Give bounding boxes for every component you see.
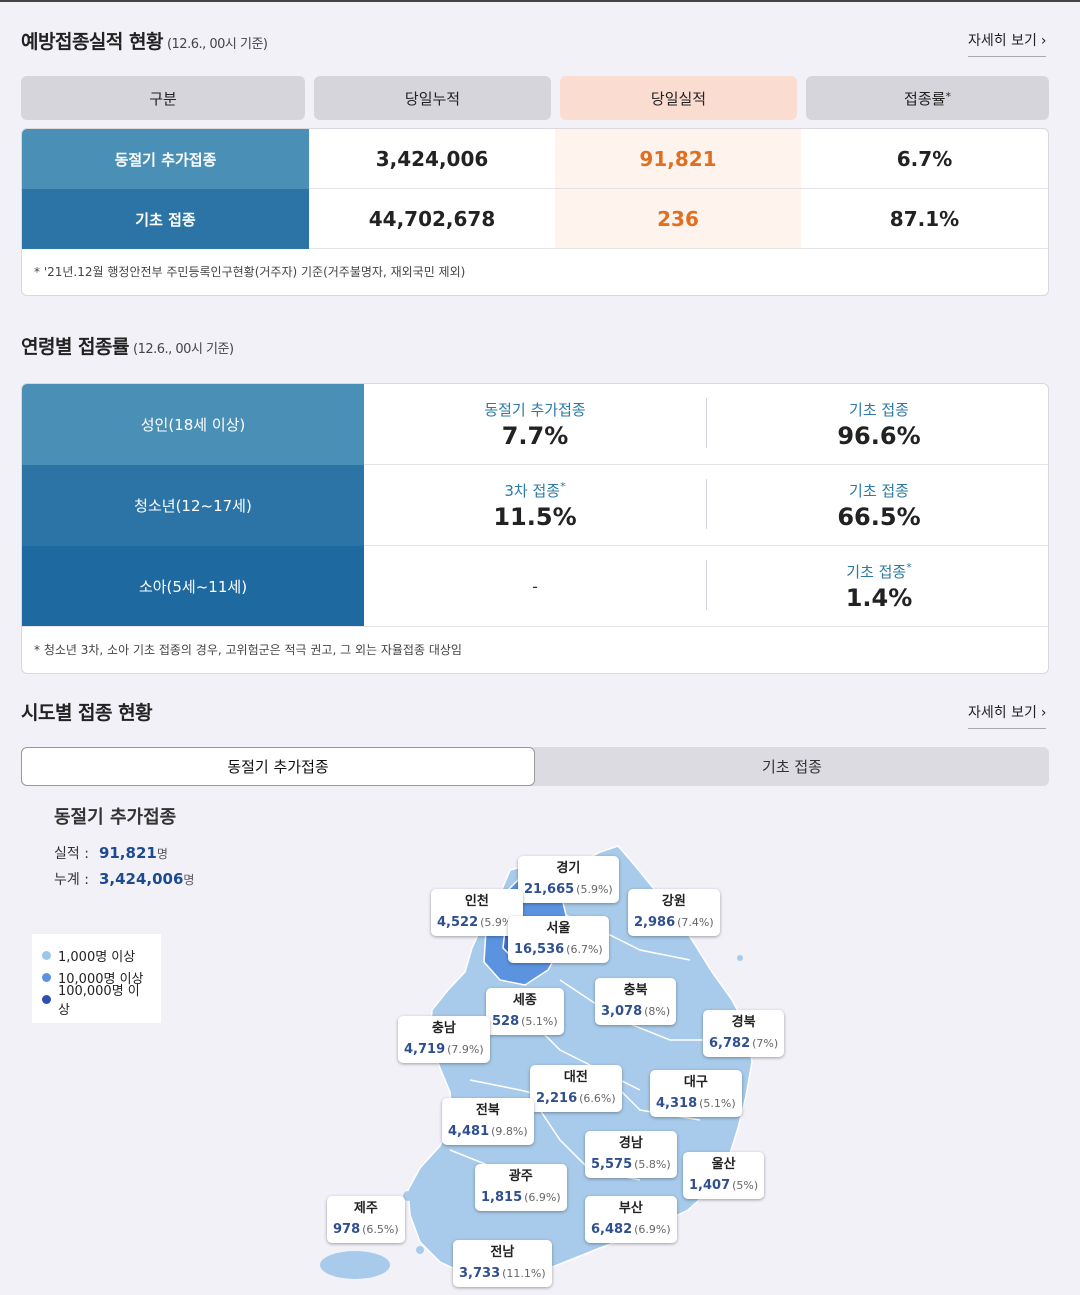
today-value: 91,821 — [555, 129, 801, 189]
adult-primary-rate: 기초 접종 96.6% — [837, 401, 921, 450]
age-footnote: * 청소년 3차, 소아 기초 접종의 경우, 고위험군은 적극 권고, 그 외… — [34, 643, 462, 657]
status-footnote: * '21년.12월 행정안전부 주민등록인구현황(거주자) 기준(거주불명자,… — [34, 265, 466, 279]
region-label-daegu[interactable]: 대구 4,318 (5.1%) — [650, 1070, 742, 1117]
age-rates-title: 연령별 접종률 (12.6., 00시 기준) — [21, 332, 234, 359]
age-label-adult: 성인(18세 이상) — [22, 384, 364, 465]
row-label: 동절기 추가접종 — [22, 129, 309, 189]
region-label-gyeongbuk[interactable]: 경북 6,782 (7%) — [703, 1010, 785, 1057]
age-table: 성인(18세 이상) 청소년(12~17세) 소아(5세~11세) 동절기 추가… — [21, 383, 1049, 674]
region-label-chungnam[interactable]: 충남 4,719 (7.9%) — [398, 1016, 490, 1063]
more-link-label: 자세히 보기 — [968, 705, 1037, 721]
tab-primary[interactable]: 기초 접종 — [762, 758, 822, 776]
region-label-jeju[interactable]: 제주 978 (6.5%) — [327, 1196, 405, 1243]
row-divider — [22, 626, 1048, 627]
regional-title: 시도별 접종 현황 — [21, 702, 153, 724]
more-link-regional[interactable]: 자세히 보기 › — [968, 702, 1047, 729]
legend-item: 100,000명 이상 — [42, 984, 151, 1018]
top-divider — [0, 0, 1080, 2]
status-row-primary: 기초 접종 44,702,678 236 87.1% — [22, 189, 1048, 249]
chevron-right-icon: › — [1040, 33, 1047, 49]
more-link-label: 자세히 보기 — [968, 33, 1037, 49]
region-label-sejong[interactable]: 세종 528 (5.1%) — [486, 988, 564, 1035]
section-title-text: 예방접종실적 현황 — [21, 31, 163, 53]
region-label-jeonbuk[interactable]: 전북 4,481 (9.8%) — [442, 1098, 534, 1145]
column-divider — [706, 479, 707, 529]
status-row-booster: 동절기 추가접종 3,424,006 91,821 6.7% — [22, 129, 1048, 189]
age-label-child: 소아(5세~11세) — [22, 546, 364, 627]
row-divider — [364, 545, 1048, 546]
total-stat: 누계 :3,424,006명 — [54, 870, 195, 888]
age-label-teen: 청소년(12~17세) — [22, 465, 364, 546]
legend-dot — [42, 950, 51, 960]
child-empty-rate: - — [532, 577, 538, 596]
chevron-right-icon: › — [1040, 705, 1047, 721]
region-label-daejeon[interactable]: 대전 2,216 (6.6%) — [530, 1065, 622, 1112]
column-divider — [706, 560, 707, 610]
map-title: 동절기 추가접종 — [54, 807, 177, 828]
row-label: 기초 접종 — [22, 189, 309, 249]
footnote-mark: * — [945, 89, 951, 103]
map-legend: 1,000명 이상 10,000명 이상 100,000명 이상 — [32, 934, 161, 1023]
legend-item: 1,000명 이상 — [42, 944, 151, 966]
map-ulleung — [737, 955, 743, 961]
map-island — [403, 1191, 413, 1201]
today-value: 236 — [555, 189, 801, 249]
region-label-chungbuk[interactable]: 충북 3,078 (8%) — [595, 978, 677, 1025]
basis-date: (12.6., 00시 기준) — [166, 37, 268, 52]
legend-dot — [42, 994, 51, 1004]
adult-booster-rate: 동절기 추가접종 7.7% — [484, 401, 586, 450]
more-link-status[interactable]: 자세히 보기 › — [968, 30, 1047, 57]
row-divider — [364, 464, 1048, 465]
legend-dot — [42, 972, 51, 982]
region-label-gyeongnam[interactable]: 경남 5,575 (5.8%) — [585, 1131, 677, 1178]
region-label-gangwon[interactable]: 강원 2,986 (7.4%) — [628, 889, 720, 936]
header-category: 구분 — [21, 76, 305, 120]
regional-tabs: 동절기 추가접종 기초 접종 — [21, 747, 1049, 786]
actual-value: 91,821 — [98, 844, 157, 862]
basis-date: (12.6., 00시 기준) — [133, 342, 234, 357]
legend-item: 10,000명 이상 — [42, 966, 151, 988]
teen-third-dose-rate: 3차 접종* 11.5% — [493, 480, 577, 531]
section-title-text: 연령별 접종률 — [21, 336, 130, 358]
teen-primary-rate: 기초 접종 66.5% — [837, 482, 921, 531]
header-cumulative: 당일누적 — [314, 76, 551, 120]
region-label-gwangju[interactable]: 광주 1,815 (6.9%) — [475, 1164, 567, 1211]
rate-value: 87.1% — [801, 189, 1048, 249]
region-label-ulsan[interactable]: 울산 1,407 (5%) — [683, 1152, 765, 1199]
region-label-gyeonggi[interactable]: 경기 21,665 (5.9%) — [518, 856, 619, 903]
child-primary-rate: 기초 접종* 1.4% — [845, 561, 913, 612]
region-label-busan[interactable]: 부산 6,482 (6.9%) — [585, 1196, 677, 1243]
region-label-incheon[interactable]: 인천 4,522 (5.9%) — [431, 889, 523, 936]
total-value: 3,424,006 — [98, 870, 184, 888]
cumulative-value: 44,702,678 — [309, 189, 555, 249]
actual-stat: 실적 :91,821명 — [54, 844, 168, 862]
header-rate: 접종률 * — [806, 76, 1049, 120]
region-label-seoul[interactable]: 서울 16,536 (6.7%) — [508, 916, 609, 963]
rate-value: 6.7% — [801, 129, 1048, 189]
cumulative-value: 3,424,006 — [309, 129, 555, 189]
status-table: 동절기 추가접종 3,424,006 91,821 6.7% 기초 접종 44,… — [21, 128, 1049, 296]
region-label-jeonnam[interactable]: 전남 3,733 (11.1%) — [453, 1240, 552, 1287]
map-island — [416, 1246, 424, 1254]
map-jeju — [320, 1251, 390, 1279]
header-today: 당일실적 — [560, 76, 797, 120]
tab-booster[interactable]: 동절기 추가접종 — [21, 747, 535, 786]
vaccination-status-title: 예방접종실적 현황 (12.6., 00시 기준) — [21, 27, 268, 54]
column-divider — [706, 398, 707, 448]
